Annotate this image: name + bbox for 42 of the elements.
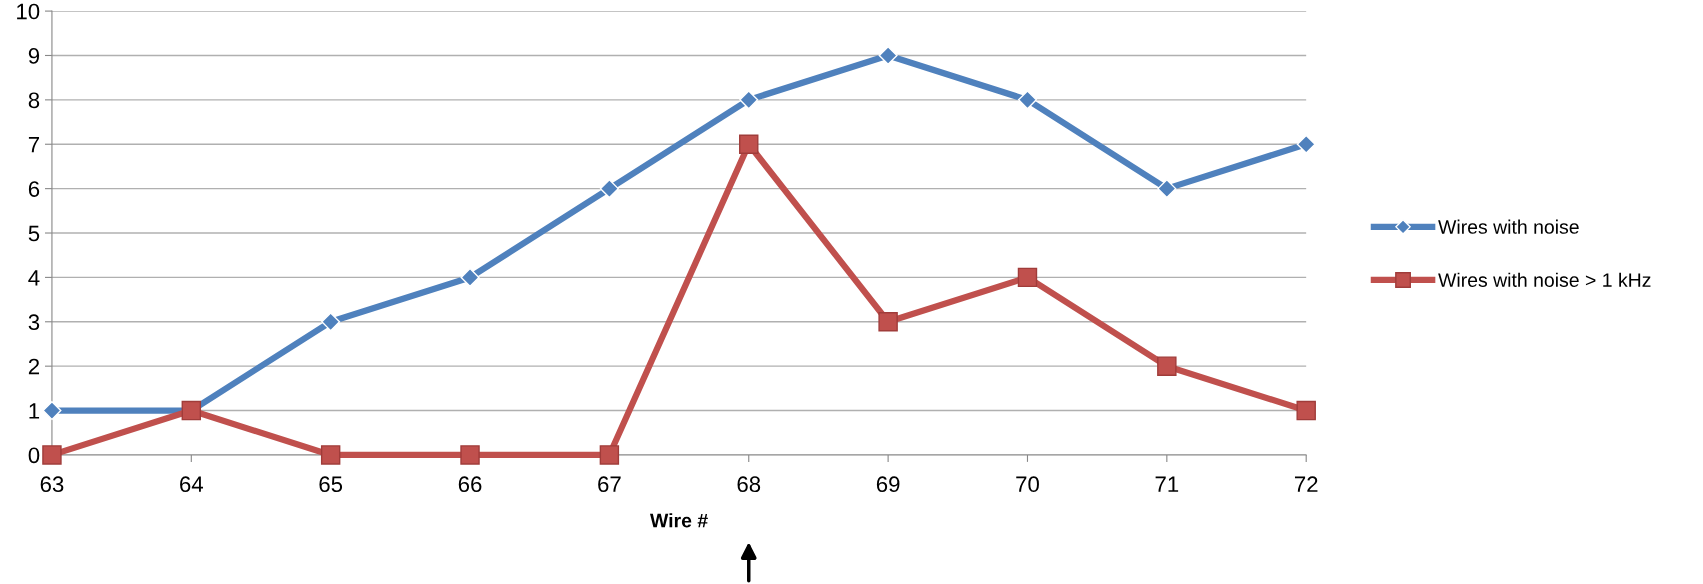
x-tick-label: 64 bbox=[180, 476, 204, 493]
point bbox=[878, 45, 898, 66]
y-tick-label: 3 bbox=[28, 314, 40, 331]
y-tick-label: 1 bbox=[29, 403, 40, 419]
x-tick-label: 69 bbox=[876, 476, 900, 493]
point bbox=[320, 445, 341, 465]
x-tick-label: 70 bbox=[1016, 476, 1039, 493]
x-tick-label: 67 bbox=[598, 476, 621, 493]
point bbox=[739, 90, 759, 110]
point bbox=[1017, 90, 1038, 110]
x-tick-label: 71 bbox=[1155, 476, 1179, 492]
y-tick-label: 0 bbox=[28, 447, 40, 464]
x-tick-label: 72 bbox=[1294, 476, 1318, 492]
point bbox=[1157, 356, 1177, 376]
y-tick-label: 2 bbox=[28, 358, 40, 375]
point bbox=[321, 312, 341, 332]
point bbox=[1017, 267, 1038, 288]
point bbox=[1157, 179, 1177, 199]
point bbox=[42, 445, 62, 465]
x-tick-label: 68 bbox=[737, 476, 761, 493]
y-tick-label: 7 bbox=[28, 137, 40, 153]
y-tick-label: 5 bbox=[28, 225, 40, 242]
x-tick-label: 63 bbox=[40, 476, 64, 493]
point bbox=[460, 445, 480, 465]
point bbox=[739, 134, 759, 154]
point bbox=[460, 267, 480, 287]
point bbox=[878, 312, 898, 332]
y-tick-label: 4 bbox=[28, 270, 40, 286]
point bbox=[1296, 134, 1316, 154]
point bbox=[599, 445, 620, 465]
legend-label: Wires with noise > 1 kHz bbox=[1438, 272, 1651, 287]
point bbox=[42, 401, 62, 421]
point bbox=[1296, 400, 1316, 421]
point bbox=[599, 179, 619, 199]
x-tick-label: 65 bbox=[319, 476, 343, 493]
y-tick-label: 8 bbox=[28, 92, 40, 109]
x-tick-label: 66 bbox=[458, 476, 482, 493]
y-tick-label: 6 bbox=[28, 181, 40, 197]
y-tick-label: 10 bbox=[17, 3, 40, 20]
x-axis-title: Wire # bbox=[650, 513, 708, 528]
y-tick-label: 9 bbox=[28, 48, 40, 64]
legend-label: Wires with noise bbox=[1438, 219, 1579, 234]
